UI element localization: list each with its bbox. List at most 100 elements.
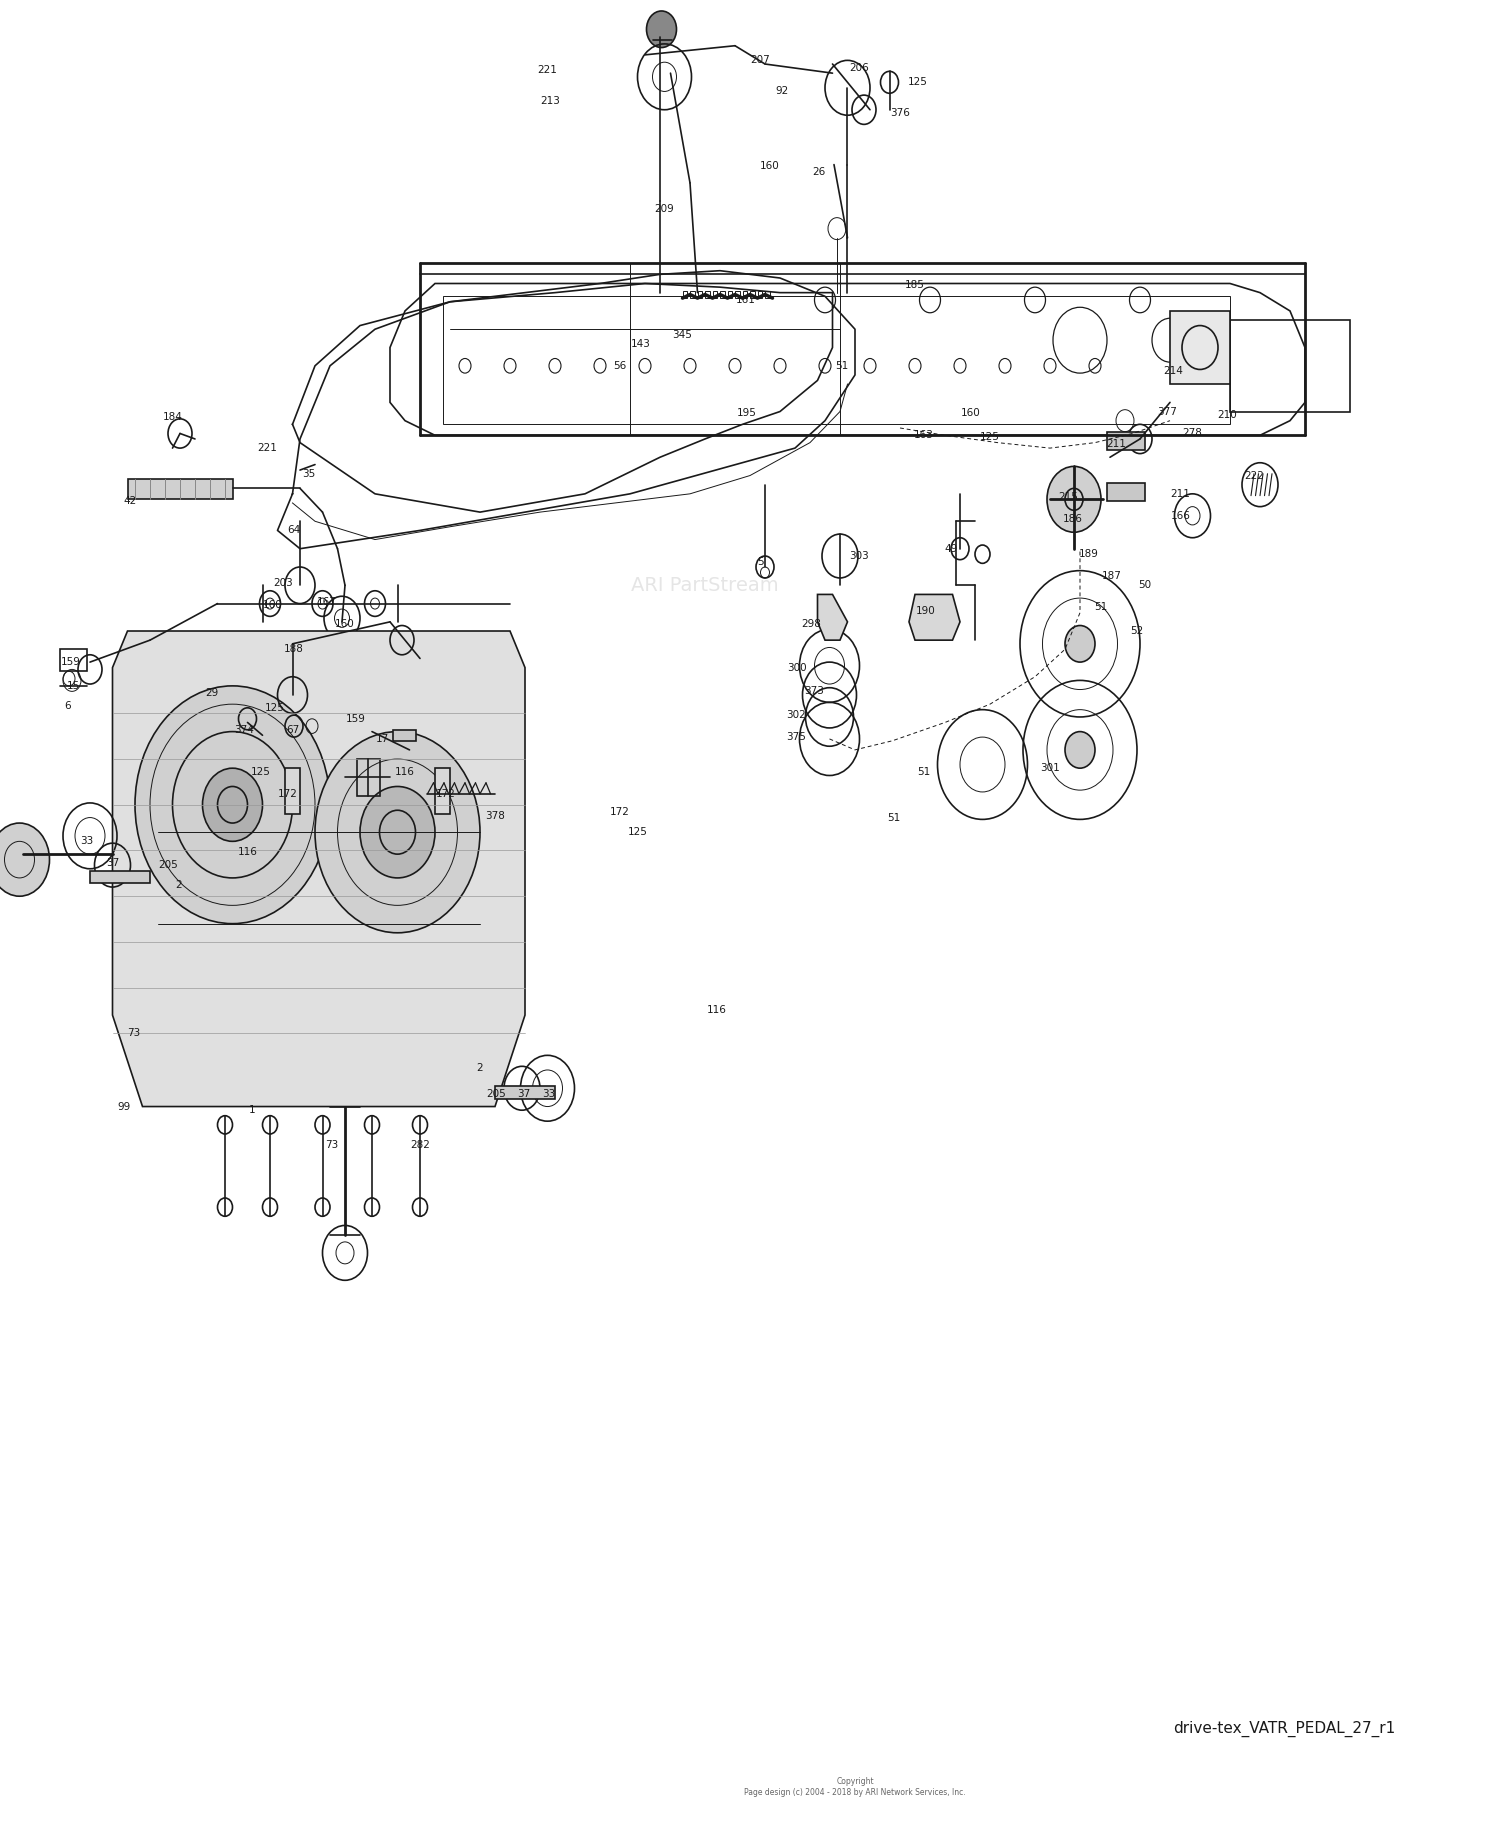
Text: 160: 160 [759, 161, 780, 172]
Text: 161: 161 [735, 294, 756, 305]
Text: 209: 209 [654, 203, 675, 214]
Text: 213: 213 [540, 95, 561, 106]
Text: 376: 376 [890, 108, 910, 119]
Text: 205: 205 [486, 1088, 507, 1099]
Circle shape [646, 11, 676, 48]
Text: 345: 345 [672, 329, 693, 340]
Bar [690, 291, 694, 298]
Text: 26: 26 [813, 166, 825, 177]
Text: 125: 125 [251, 766, 272, 777]
Text: 184: 184 [162, 412, 183, 422]
Circle shape [1065, 626, 1095, 662]
Bar [765, 291, 770, 298]
Bar [1230, 320, 1350, 412]
Text: 172: 172 [435, 788, 456, 799]
Circle shape [1065, 732, 1095, 768]
Bar [712, 291, 717, 298]
Bar [357, 759, 380, 796]
Text: 207: 207 [750, 55, 771, 66]
Text: 214: 214 [1162, 366, 1184, 377]
Text: 172: 172 [278, 788, 298, 799]
Text: 73: 73 [326, 1139, 338, 1150]
Circle shape [360, 786, 435, 878]
Text: 42: 42 [124, 496, 136, 507]
Text: 377: 377 [1156, 406, 1178, 417]
Text: 29: 29 [206, 688, 218, 699]
Text: 51: 51 [1095, 602, 1107, 613]
Text: 211: 211 [1170, 488, 1191, 499]
Bar [1107, 432, 1144, 450]
Text: 15: 15 [68, 680, 80, 691]
Text: 302: 302 [786, 710, 807, 721]
Bar [750, 291, 754, 298]
Text: 189: 189 [1078, 549, 1100, 560]
Bar [495, 1086, 555, 1099]
Bar [728, 291, 732, 298]
Circle shape [135, 686, 330, 924]
Bar [60, 649, 87, 671]
Text: 206: 206 [849, 62, 870, 73]
Bar [15, 830, 36, 878]
Text: 160: 160 [262, 600, 284, 611]
Text: 125: 125 [264, 702, 285, 713]
Text: 116: 116 [394, 766, 416, 777]
Text: 172: 172 [609, 807, 630, 818]
Text: 2: 2 [477, 1063, 483, 1074]
Text: 282: 282 [410, 1139, 430, 1150]
Bar [393, 730, 416, 741]
Text: 222: 222 [1244, 470, 1264, 481]
Text: 1: 1 [249, 1105, 255, 1116]
Circle shape [202, 768, 262, 841]
Text: 125: 125 [627, 827, 648, 838]
Text: 160: 160 [960, 408, 981, 419]
Text: 215: 215 [1058, 492, 1078, 503]
Text: 51: 51 [888, 812, 900, 823]
Text: 300: 300 [786, 662, 807, 673]
Text: 160: 160 [334, 618, 356, 629]
Bar [442, 296, 1230, 424]
Text: Copyright
Page design (c) 2004 - 2018 by ARI Network Services, Inc.: Copyright Page design (c) 2004 - 2018 by… [744, 1778, 966, 1796]
Text: 73: 73 [128, 1028, 140, 1039]
Circle shape [1047, 466, 1101, 532]
Text: 125: 125 [980, 432, 1000, 443]
Text: 33: 33 [81, 836, 93, 847]
Text: 205: 205 [158, 860, 178, 871]
Text: 186: 186 [1062, 514, 1083, 525]
Text: 166: 166 [1170, 510, 1191, 521]
Bar [705, 291, 710, 298]
Circle shape [0, 823, 50, 896]
Bar [720, 291, 724, 298]
Text: 278: 278 [1182, 428, 1203, 439]
Polygon shape [128, 479, 232, 499]
Text: 211: 211 [1106, 439, 1126, 450]
Text: 50: 50 [1138, 580, 1150, 591]
Text: 92: 92 [776, 86, 788, 97]
Text: 159: 159 [345, 713, 366, 724]
Text: 187: 187 [1101, 571, 1122, 582]
Text: 64: 64 [288, 525, 300, 536]
Text: 52: 52 [1131, 626, 1143, 636]
Text: 221: 221 [256, 443, 278, 454]
Text: 37: 37 [106, 858, 118, 869]
Bar [698, 291, 702, 298]
Text: 116: 116 [237, 847, 258, 858]
Bar [742, 291, 747, 298]
Text: 51: 51 [836, 360, 848, 371]
Circle shape [315, 732, 480, 933]
Text: 378: 378 [484, 810, 506, 821]
Bar [735, 291, 740, 298]
Text: 374: 374 [234, 724, 255, 735]
Text: 303: 303 [849, 551, 870, 562]
Text: 143: 143 [630, 338, 651, 349]
Text: 51: 51 [918, 766, 930, 777]
Text: 5: 5 [758, 556, 764, 567]
Text: 125: 125 [908, 77, 928, 88]
Text: 167: 167 [316, 596, 338, 607]
Text: 35: 35 [303, 468, 315, 479]
Bar [90, 871, 150, 883]
Text: 116: 116 [706, 1004, 728, 1015]
Text: 33: 33 [543, 1088, 555, 1099]
Text: 37: 37 [518, 1088, 530, 1099]
Text: 49: 49 [945, 543, 957, 554]
Bar [682, 291, 687, 298]
